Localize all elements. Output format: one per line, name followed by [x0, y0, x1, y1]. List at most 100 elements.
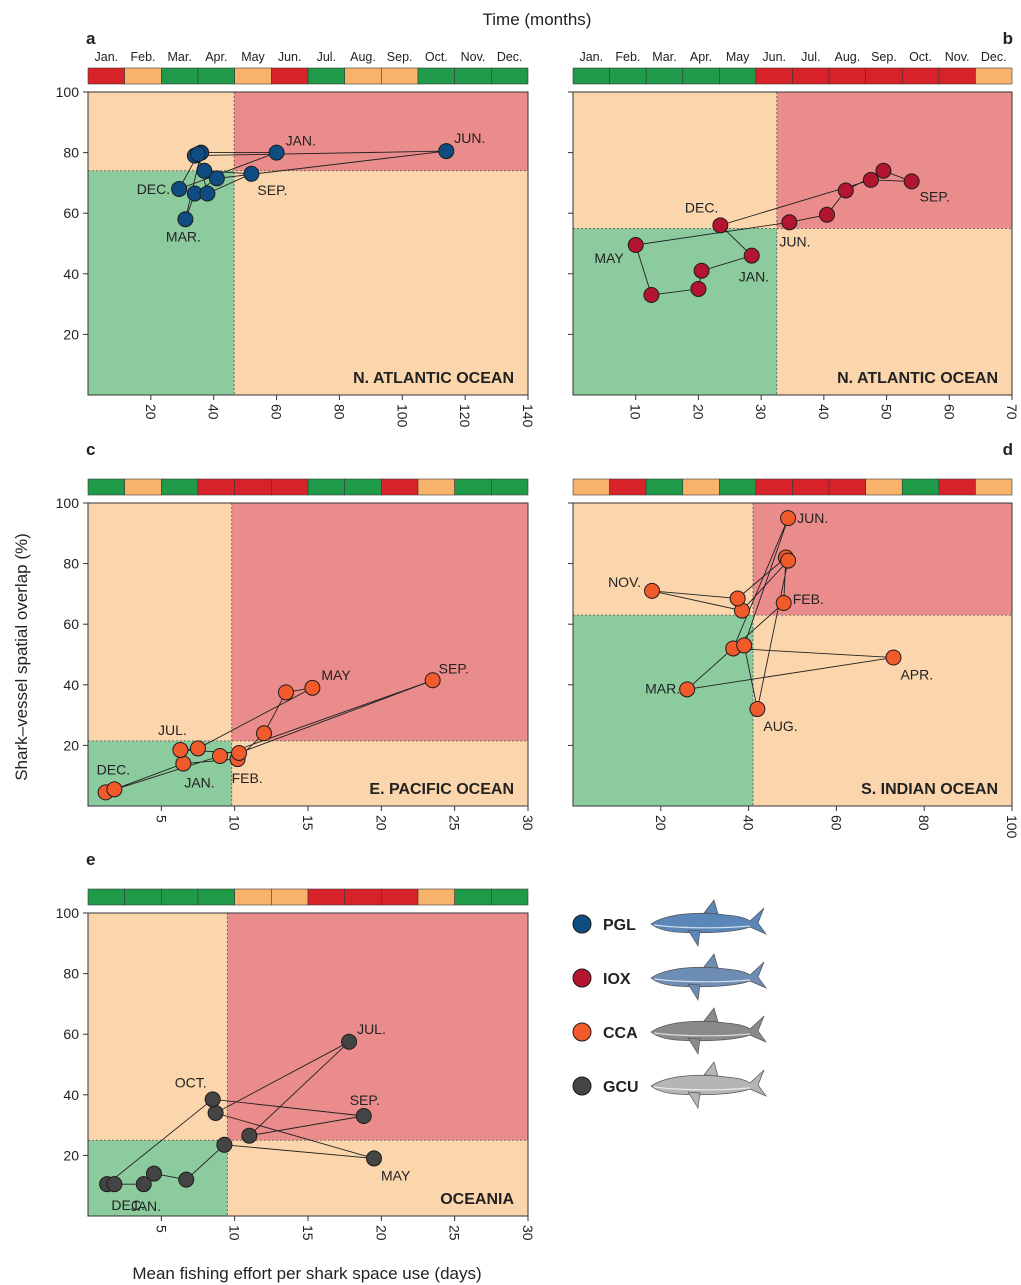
x-tick-label: 120: [457, 404, 473, 428]
shark-pectoral-fin: [687, 983, 701, 1002]
month-label: Dec.: [497, 50, 523, 64]
data-point: [216, 1136, 233, 1153]
shark-belly-line: [653, 1032, 751, 1037]
data-point: [775, 594, 792, 611]
data-point: [268, 144, 285, 161]
month-strip-cell: [271, 67, 309, 85]
point-label: MAR.: [166, 228, 201, 244]
shark-pectoral-fin: [687, 1037, 701, 1056]
point-label: MAY: [381, 1167, 411, 1183]
month-strip-cell: [344, 478, 382, 496]
x-tick-label: 80: [331, 404, 347, 420]
quadrant-high-risk: [231, 503, 528, 741]
month-label: Oct.: [425, 50, 448, 64]
x-tick-label: 20: [143, 404, 159, 420]
month-strip-cell: [454, 888, 492, 906]
legend-label: CCA: [603, 1025, 638, 1042]
data-point: [818, 206, 835, 223]
month-strip-cell: [572, 478, 610, 496]
month-strip-cell: [417, 888, 455, 906]
month-strip-cell: [234, 478, 272, 496]
y-tick-label: 100: [56, 495, 80, 511]
data-point: [644, 582, 661, 599]
point-label: FEB.: [232, 770, 263, 786]
point-label: JAN.: [184, 775, 214, 791]
month-strip-cell: [454, 67, 492, 85]
legend-label: IOX: [603, 971, 631, 988]
data-point: [190, 146, 206, 163]
y-tick-label: 60: [63, 616, 79, 632]
data-point: [231, 744, 248, 761]
data-point: [627, 237, 644, 254]
month-strip-cell: [645, 67, 684, 85]
x-axis-label: Mean fishing effort per shark space use …: [132, 1264, 481, 1283]
x-tick-label: 5: [153, 1225, 169, 1233]
shark-pectoral-fin: [687, 1091, 701, 1110]
y-tick-label: 20: [63, 737, 79, 753]
month-strip-cell: [161, 67, 199, 85]
x-tick-label: 5: [153, 815, 169, 823]
month-label: Mar.: [168, 50, 192, 64]
y-tick-label: 40: [63, 677, 79, 693]
month-label: Oct.: [909, 50, 932, 64]
x-tick-label: 30: [520, 1225, 536, 1241]
data-point: [749, 701, 766, 718]
month-strip-cell: [344, 888, 382, 906]
point-label: MAY: [321, 667, 351, 683]
month-label: Mar.: [652, 50, 676, 64]
month-label: Jan.: [95, 50, 119, 64]
data-point: [643, 287, 660, 304]
data-point: [196, 162, 213, 179]
blue-shark-icon: [650, 899, 768, 948]
data-point: [424, 672, 441, 689]
y-tick-label: 80: [63, 145, 79, 161]
point-label: SEP.: [439, 660, 469, 676]
y-tick-label: 80: [63, 556, 79, 572]
panel-b: Jan. Feb. Mar. Apr. May Jun. Jul. Aug. Sep. Oct. N…: [568, 29, 1020, 420]
y-tick-label: 100: [56, 905, 80, 921]
data-point: [341, 1033, 358, 1050]
month-strip-cell: [792, 67, 830, 85]
x-tick-label: 60: [269, 404, 285, 420]
panel-letter: a: [86, 29, 96, 48]
x-tick-label: 40: [741, 815, 757, 831]
month-strip-cell: [417, 478, 455, 496]
point-label: SEP.: [257, 182, 287, 198]
month-strip-cell: [454, 478, 492, 496]
data-point: [204, 1091, 221, 1108]
x-tick-label: 25: [447, 815, 463, 831]
shark-dorsal-fin: [703, 1061, 719, 1077]
legend-marker: [572, 1022, 592, 1042]
y-tick-label: 20: [63, 326, 79, 342]
point-label: FEB.: [793, 591, 824, 607]
quadrant-low-risk: [88, 170, 235, 395]
month-strip-cell: [307, 888, 345, 906]
region-label: N. ATLANTIC OCEAN: [837, 370, 998, 387]
month-strip-cell: [234, 888, 272, 906]
point-label: SEP.: [920, 188, 950, 204]
month-label: Feb.: [615, 50, 640, 64]
x-tick-label: 10: [227, 815, 243, 831]
whale-shark-icon: [650, 1061, 768, 1110]
data-point: [693, 262, 710, 279]
month-strip-cell: [87, 478, 125, 496]
plot-frame: [572, 91, 1013, 396]
month-strip-cell: [307, 478, 345, 496]
month-strip-cell: [682, 67, 720, 85]
point-label: JUL.: [158, 722, 187, 738]
y-tick-label: 60: [63, 205, 79, 221]
x-tick-label: 60: [828, 815, 844, 831]
month-label: Jan.: [579, 50, 603, 64]
x-tick-label: 20: [373, 815, 389, 831]
month-strip-cell: [938, 67, 976, 85]
month-label: Jul.: [801, 50, 820, 64]
month-strip-cell: [901, 478, 940, 496]
data-point: [712, 217, 729, 234]
shark-dorsal-fin: [703, 1007, 719, 1023]
month-label: Aug.: [835, 50, 861, 64]
panel-a: Jan. Feb. Mar. Apr. May Jun. Jul. Aug. Sep. Oct. N…: [56, 29, 536, 428]
x-tick-label: 40: [206, 404, 222, 420]
x-tick-label: 15: [300, 1225, 316, 1241]
panel-c: c 20 40 60 80 100 5 10 15 20 25 30 E. PACIFIC OCEAN J…: [56, 440, 536, 831]
month-label: Nov.: [945, 50, 970, 64]
